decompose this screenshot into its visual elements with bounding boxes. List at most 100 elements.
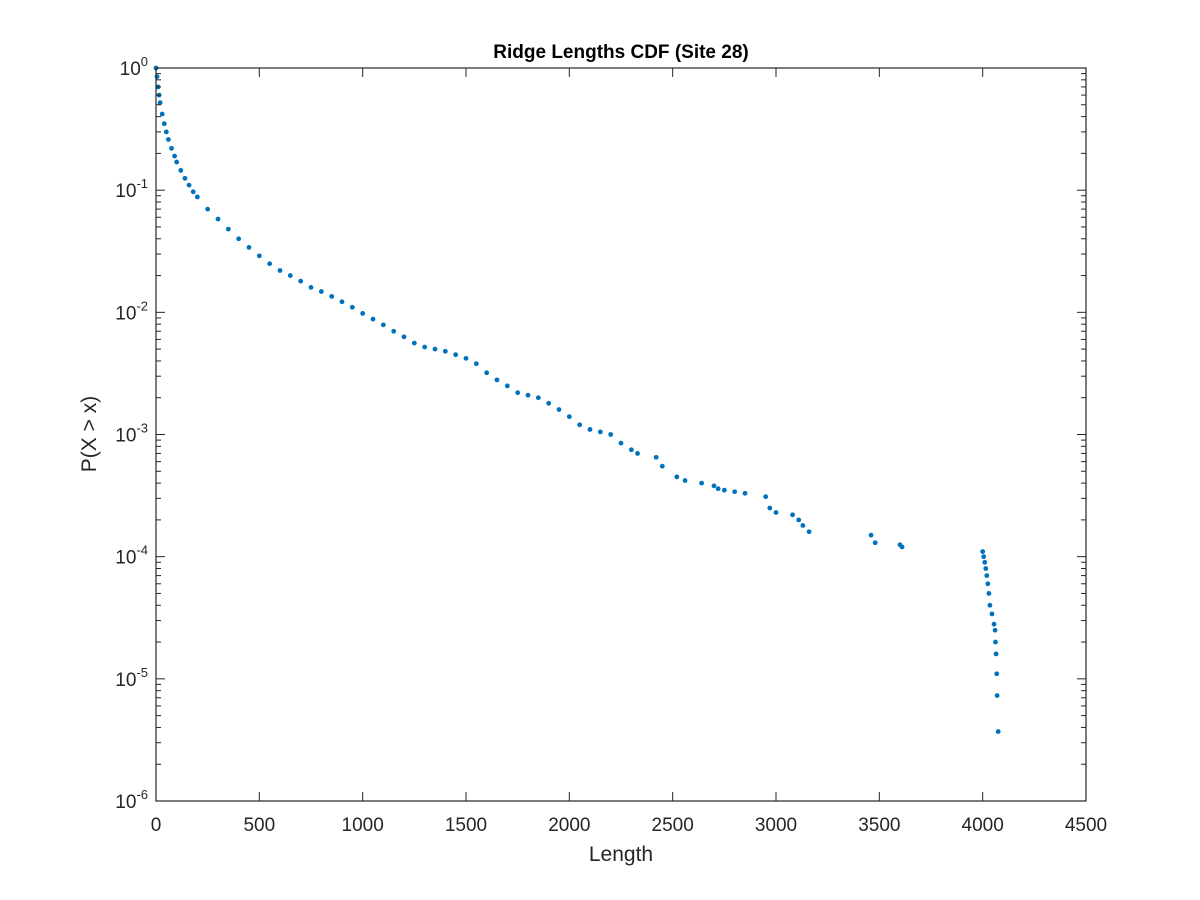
data-point — [195, 195, 200, 200]
data-point — [635, 451, 640, 456]
data-point — [763, 494, 768, 499]
data-point — [453, 352, 458, 357]
data-point — [183, 176, 188, 181]
data-point — [900, 545, 905, 550]
chart-title: Ridge Lengths CDF (Site 28) — [493, 42, 748, 63]
data-point — [981, 554, 986, 559]
data-point — [278, 268, 283, 273]
data-point — [226, 227, 231, 232]
data-point — [160, 112, 165, 117]
data-point — [982, 560, 987, 565]
data-point — [474, 361, 479, 366]
data-point — [577, 422, 582, 427]
data-point — [598, 430, 603, 435]
y-axis-label: P(X > x) — [78, 396, 101, 472]
data-point — [174, 160, 179, 165]
data-point — [869, 533, 874, 538]
data-point — [619, 441, 624, 446]
plot-area — [156, 68, 1086, 801]
data-point — [236, 236, 241, 241]
data-point — [800, 523, 805, 528]
data-point — [993, 628, 998, 633]
data-point — [986, 591, 991, 596]
data-point — [340, 299, 345, 304]
data-point — [807, 529, 812, 534]
data-point — [187, 183, 192, 188]
data-point — [412, 341, 417, 346]
data-point — [699, 481, 704, 486]
data-point — [515, 390, 520, 395]
data-point — [381, 322, 386, 327]
data-point — [546, 401, 551, 406]
data-point — [536, 395, 541, 400]
data-point — [790, 512, 795, 517]
data-point — [873, 540, 878, 545]
data-point — [155, 74, 160, 79]
x-tick-label: 0 — [151, 815, 162, 836]
data-point — [257, 253, 262, 258]
data-point — [990, 612, 995, 617]
data-point — [722, 488, 727, 493]
x-tick-label: 4500 — [1065, 815, 1107, 836]
data-point — [162, 121, 167, 126]
data-point — [588, 427, 593, 432]
data-point — [216, 217, 221, 222]
x-tick-label: 3000 — [755, 815, 797, 836]
x-tick-label: 1500 — [445, 815, 487, 836]
data-point — [350, 305, 355, 310]
data-point — [288, 273, 293, 278]
x-tick-label: 2000 — [548, 815, 590, 836]
data-point — [629, 447, 634, 452]
data-point — [391, 329, 396, 334]
x-tick-label: 2500 — [652, 815, 694, 836]
data-point — [298, 279, 303, 284]
data-point — [983, 566, 988, 571]
data-point — [996, 729, 1001, 734]
data-point — [994, 652, 999, 657]
data-point — [402, 334, 407, 339]
data-point — [557, 407, 562, 412]
data-point — [712, 483, 717, 488]
data-point — [988, 603, 993, 608]
data-point — [484, 370, 489, 375]
data-point — [732, 489, 737, 494]
data-point — [205, 207, 210, 212]
data-point — [774, 510, 779, 515]
data-point — [422, 345, 427, 350]
data-point — [683, 478, 688, 483]
data-point — [169, 146, 174, 151]
data-point — [443, 349, 448, 354]
data-point — [371, 317, 376, 322]
x-tick-label: 3500 — [858, 815, 900, 836]
data-point — [247, 245, 252, 250]
data-point — [164, 129, 169, 134]
data-point — [267, 261, 272, 266]
data-point — [172, 154, 177, 159]
data-point — [464, 356, 469, 361]
data-point — [767, 506, 772, 511]
data-point — [660, 464, 665, 469]
data-point — [993, 640, 998, 645]
data-point — [567, 414, 572, 419]
data-point — [433, 347, 438, 352]
data-point — [166, 137, 171, 142]
data-point — [984, 573, 989, 578]
data-point — [716, 486, 721, 491]
data-point — [526, 393, 531, 398]
data-point — [995, 693, 1000, 698]
data-point — [985, 581, 990, 586]
data-point — [674, 474, 679, 479]
data-point — [505, 383, 510, 388]
data-point — [329, 294, 334, 299]
data-point — [743, 491, 748, 496]
data-point — [319, 289, 324, 294]
data-point — [992, 622, 997, 627]
data-point — [994, 671, 999, 676]
data-point — [654, 455, 659, 460]
x-tick-label: 1000 — [342, 815, 384, 836]
data-point — [360, 311, 365, 316]
data-point — [309, 285, 314, 290]
x-axis-label: Length — [589, 843, 653, 866]
x-tick-label: 4000 — [962, 815, 1004, 836]
